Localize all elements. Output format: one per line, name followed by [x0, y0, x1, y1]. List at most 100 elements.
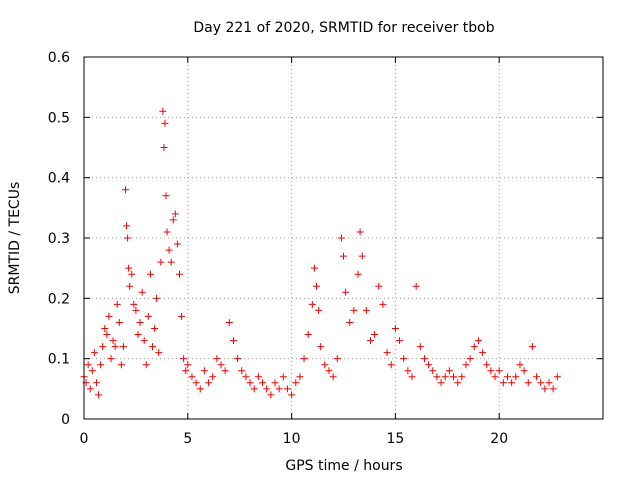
data-point	[105, 312, 113, 320]
data-point	[358, 252, 366, 260]
data-point	[383, 349, 391, 357]
data-point	[122, 186, 130, 194]
data-point	[508, 379, 516, 387]
data-point	[317, 343, 325, 351]
y-tick-label: 0.1	[48, 352, 70, 368]
data-point	[333, 355, 341, 363]
data-point	[84, 361, 92, 369]
data-point	[366, 337, 374, 345]
data-point	[321, 361, 329, 369]
y-axis-label: SRMTID / TECUs	[7, 182, 23, 295]
data-point	[124, 234, 132, 242]
data-point	[462, 361, 470, 369]
data-point	[400, 355, 408, 363]
data-point	[188, 373, 196, 381]
data-point	[524, 379, 532, 387]
x-axis-label: GPS time / hours	[285, 458, 402, 474]
data-point	[325, 367, 333, 375]
data-point	[450, 373, 458, 381]
data-point	[209, 373, 217, 381]
data-point	[99, 343, 107, 351]
y-tick-label: 0	[61, 412, 70, 428]
data-point	[362, 306, 370, 314]
x-tick-label: 10	[283, 431, 301, 447]
data-point	[340, 252, 347, 260]
x-tick-label: 15	[386, 431, 404, 447]
data-point	[516, 361, 524, 369]
data-point	[350, 306, 358, 314]
data-points	[80, 107, 561, 399]
data-point	[192, 379, 200, 387]
data-point	[356, 228, 364, 236]
data-point	[387, 361, 395, 369]
data-point	[242, 373, 250, 381]
data-point	[549, 385, 557, 393]
data-point	[275, 385, 283, 393]
chart-title: Day 221 of 2020, SRMTID for receiver tbo…	[193, 20, 494, 36]
data-point	[238, 367, 246, 375]
data-point	[259, 379, 267, 387]
grid-lines	[84, 57, 603, 419]
data-point	[420, 355, 428, 363]
data-point	[161, 119, 169, 127]
data-point	[196, 385, 204, 393]
data-point	[128, 270, 136, 278]
data-point	[254, 373, 262, 381]
data-point	[173, 240, 181, 248]
data-point	[169, 216, 177, 224]
data-point	[88, 367, 96, 375]
data-point	[109, 337, 117, 345]
data-point	[142, 361, 150, 369]
data-point	[157, 258, 165, 266]
data-point	[512, 373, 520, 381]
data-point	[95, 391, 103, 399]
data-point	[136, 318, 144, 326]
data-point	[234, 355, 242, 363]
data-point	[433, 373, 441, 381]
data-point	[246, 379, 254, 387]
axis-ticks: 0 0.1 0.2 0.3 0.4 0.5 0.6 0 5 10 15 20	[48, 50, 603, 447]
data-point	[296, 373, 304, 381]
y-tick-label: 0.2	[48, 291, 70, 307]
data-point	[342, 288, 350, 296]
data-point	[103, 331, 111, 339]
data-point	[134, 331, 142, 339]
data-point	[495, 367, 503, 375]
data-point	[213, 355, 221, 363]
x-tick-label: 0	[80, 431, 89, 447]
data-point	[553, 373, 561, 381]
data-point	[155, 349, 163, 357]
data-point	[160, 144, 168, 151]
data-point	[263, 385, 271, 393]
data-point	[184, 361, 192, 369]
data-point	[267, 391, 275, 399]
data-point	[292, 379, 300, 387]
x-tick-label: 5	[183, 431, 192, 447]
data-point	[279, 373, 287, 381]
data-point	[528, 343, 536, 351]
data-point	[175, 270, 183, 278]
data-point	[167, 258, 175, 266]
data-point	[86, 385, 94, 393]
data-point	[162, 192, 170, 200]
data-point	[304, 331, 312, 339]
data-point	[283, 385, 291, 393]
data-point	[425, 361, 433, 369]
data-point	[379, 300, 387, 308]
data-point	[416, 343, 424, 351]
data-point	[205, 379, 213, 387]
data-point	[520, 367, 528, 375]
data-point	[163, 228, 171, 236]
data-point	[437, 379, 445, 387]
data-point	[271, 379, 279, 387]
data-point	[466, 355, 474, 363]
data-point	[151, 325, 159, 332]
data-point	[115, 318, 123, 326]
data-point	[92, 379, 100, 387]
data-point	[149, 343, 157, 351]
data-point	[313, 282, 321, 290]
data-point	[458, 373, 466, 381]
data-point	[491, 373, 499, 381]
data-point	[97, 361, 105, 369]
